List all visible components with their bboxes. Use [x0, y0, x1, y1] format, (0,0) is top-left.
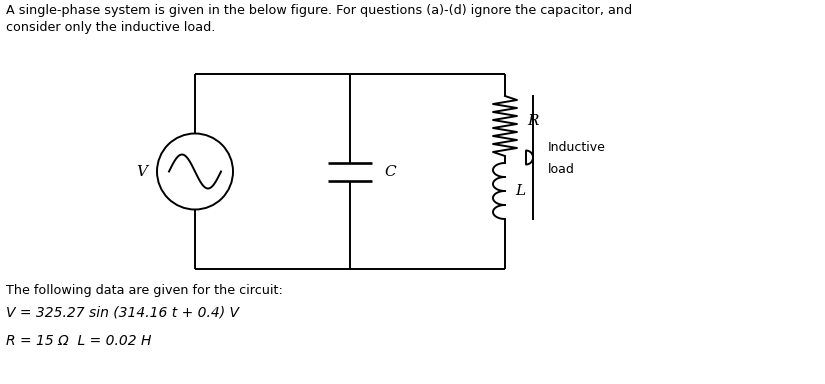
Text: Inductive: Inductive — [548, 141, 606, 154]
Text: load: load — [548, 163, 575, 176]
Text: L: L — [515, 184, 526, 198]
Text: V: V — [136, 164, 147, 179]
Text: R: R — [527, 114, 539, 128]
Text: C: C — [384, 164, 396, 179]
Text: consider only the inductive load.: consider only the inductive load. — [6, 21, 215, 34]
Text: V = 325.27 sin (314.16 t + 0.4) V: V = 325.27 sin (314.16 t + 0.4) V — [6, 306, 239, 320]
Text: The following data are given for the circuit:: The following data are given for the cir… — [6, 284, 283, 297]
Text: A single-phase system is given in the below figure. For questions (a)-(d) ignore: A single-phase system is given in the be… — [6, 4, 632, 17]
Text: R = 15 Ω  L = 0.02 H: R = 15 Ω L = 0.02 H — [6, 334, 151, 348]
